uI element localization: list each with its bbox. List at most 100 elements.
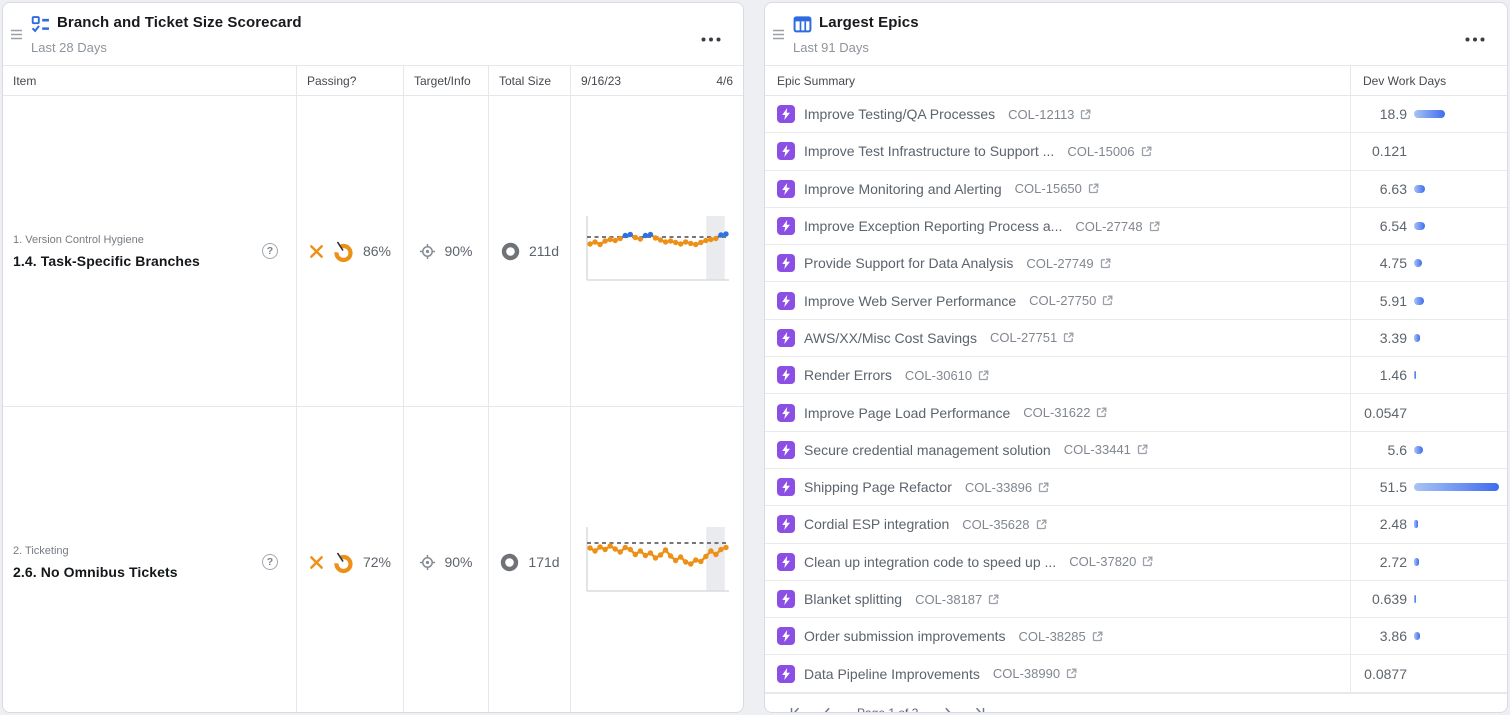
help-icon[interactable]: ?: [262, 554, 278, 570]
ticket-key: COL-38285: [1018, 628, 1086, 644]
scorecard-icon: [31, 15, 50, 39]
external-link-icon: [1088, 183, 1099, 194]
epic-row[interactable]: Improve Web Server Performance COL-27750…: [765, 282, 1507, 320]
epic-row[interactable]: Provide Support for Data Analysis COL-27…: [765, 245, 1507, 283]
value-bar: [1414, 296, 1424, 305]
next-page-button[interactable]: [932, 700, 964, 712]
epic-title: Improve Test Infrastructure to Support .…: [804, 143, 1055, 160]
ticket-link[interactable]: COL-15650: [1015, 181, 1100, 196]
first-page-button[interactable]: [779, 700, 811, 712]
ticket-link[interactable]: COL-38285: [1019, 629, 1104, 644]
more-menu-button[interactable]: [697, 25, 725, 51]
drag-handle-icon[interactable]: [10, 27, 23, 45]
epic-title: Shipping Page Refactor: [804, 479, 952, 496]
epic-row[interactable]: Improve Page Load Performance COL-31622 …: [765, 394, 1507, 432]
dev-work-days-cell: 0.639: [1350, 580, 1507, 618]
epics-title: Largest Epics: [819, 14, 919, 31]
ticket-link[interactable]: COL-15006: [1067, 144, 1152, 159]
epic-summary-cell: AWS/XX/Misc Cost Savings COL-27751: [765, 320, 1350, 356]
epic-summary-cell: Improve Exception Reporting Process a...…: [765, 208, 1350, 244]
dev-work-days-value: 3.39: [1379, 329, 1407, 346]
epic-summary-cell: Render Errors COL-30610: [765, 357, 1350, 393]
epic-row[interactable]: Improve Exception Reporting Process a...…: [765, 207, 1507, 246]
item-cell: 1. Version Control Hygiene 1.4. Task-Spe…: [3, 96, 296, 406]
ticket-link[interactable]: COL-35628: [962, 517, 1047, 532]
ticket-key: COL-15650: [1014, 181, 1082, 197]
passing-percent: 72%: [362, 554, 392, 570]
ticket-link[interactable]: COL-12113: [1008, 107, 1092, 122]
epic-row[interactable]: Order submission improvements COL-38285 …: [765, 618, 1507, 656]
epic-row[interactable]: Improve Test Infrastructure to Support .…: [765, 133, 1507, 171]
ticket-key: COL-33896: [964, 479, 1033, 495]
sparkline-cell: [570, 407, 743, 712]
last-page-button[interactable]: [964, 700, 996, 712]
drag-handle-icon[interactable]: [772, 27, 785, 45]
dev-work-days-value: 6.63: [1379, 180, 1407, 197]
scorecard-table-header: Item Passing? Target/Info Total Size 9/1…: [3, 66, 743, 96]
value-bar: [1414, 557, 1419, 566]
scorecard-row: 2. Ticketing 2.6. No Omnibus Tickets ? 7…: [3, 407, 743, 712]
ticket-link[interactable]: COL-27751: [990, 330, 1075, 345]
dev-work-days-value: 0.639: [1371, 591, 1407, 607]
largest-epics-widget: Largest Epics Last 91 Days Epic Summary …: [764, 2, 1508, 713]
epics-header: Largest Epics Last 91 Days: [765, 3, 1507, 66]
epic-title: Data Pipeline Improvements: [804, 665, 980, 682]
prev-page-button[interactable]: [811, 700, 843, 712]
ticket-link[interactable]: COL-30610: [905, 368, 990, 383]
epic-row[interactable]: Data Pipeline Improvements COL-38990 0.0…: [765, 655, 1507, 693]
epic-row[interactable]: Clean up integration code to speed up ..…: [765, 543, 1507, 581]
col-date-range: 9/16/23 4/6: [570, 66, 743, 95]
ticket-key: COL-33441: [1063, 442, 1131, 458]
ticket-link[interactable]: COL-33896: [965, 480, 1050, 495]
epic-row[interactable]: AWS/XX/Misc Cost Savings COL-27751 3.39: [765, 319, 1507, 358]
scorecard-title: Branch and Ticket Size Scorecard: [57, 14, 302, 31]
external-link-icon: [1081, 109, 1091, 119]
epic-title: AWS/XX/Misc Cost Savings: [804, 329, 977, 346]
epic-row[interactable]: Render Errors COL-30610 1.46: [765, 357, 1507, 395]
dev-work-days-value: 2.48: [1379, 516, 1407, 533]
dev-work-days-cell: 0.121: [1350, 133, 1507, 170]
page-indicator: Page 1 of 3: [857, 705, 919, 713]
dev-work-days-cell: 3.39: [1350, 319, 1507, 357]
total-size-value: 211d: [528, 243, 560, 259]
epic-summary-cell: Cordial ESP integration COL-35628: [765, 506, 1350, 542]
ticket-link[interactable]: COL-33441: [1064, 442, 1149, 457]
external-link-icon: [1066, 668, 1077, 679]
ticket-link[interactable]: COL-38990: [993, 666, 1078, 681]
epic-row[interactable]: Improve Monitoring and Alerting COL-1565…: [765, 170, 1507, 208]
ticket-key: COL-27749: [1026, 255, 1094, 271]
ticket-link[interactable]: COL-31622: [1023, 405, 1108, 420]
value-bar: [1414, 520, 1419, 529]
value-bar: [1414, 184, 1425, 193]
epic-summary-cell: Clean up integration code to speed up ..…: [765, 544, 1350, 580]
col-item: Item: [13, 73, 37, 88]
ticket-key: COL-12113: [1008, 106, 1075, 122]
epic-title: Improve Web Server Performance: [804, 292, 1017, 309]
epic-icon: [777, 627, 795, 646]
ticket-link[interactable]: COL-37820: [1069, 554, 1154, 569]
ticket-link[interactable]: COL-27749: [1026, 256, 1111, 271]
epic-row[interactable]: Blanket splitting COL-38187 0.639: [765, 580, 1507, 619]
epic-icon: [777, 440, 795, 459]
epic-row[interactable]: Shipping Page Refactor COL-33896 51.5: [765, 468, 1507, 507]
value-bar: [1414, 371, 1417, 380]
epic-row[interactable]: Improve Testing/QA Processes COL-12113 1…: [765, 96, 1507, 134]
item-cell: 2. Ticketing 2.6. No Omnibus Tickets ?: [3, 407, 296, 712]
ticket-link[interactable]: COL-27750: [1029, 293, 1114, 308]
dev-work-days-value: 0.0877: [1364, 665, 1407, 682]
epic-row[interactable]: Secure credential management solution CO…: [765, 431, 1507, 469]
more-menu-button[interactable]: [1461, 25, 1489, 51]
dev-work-days-value: 51.5: [1379, 479, 1407, 496]
col-epic-summary: Epic Summary: [777, 73, 856, 88]
ticket-key: COL-30610: [904, 367, 973, 383]
dev-work-days-cell: 18.9: [1350, 96, 1507, 133]
help-icon[interactable]: ?: [262, 243, 278, 259]
dev-work-days-value: 5.6: [1387, 441, 1407, 458]
epic-row[interactable]: Cordial ESP integration COL-35628 2.48: [765, 506, 1507, 544]
size-ring-icon: [501, 553, 519, 571]
scorecard-subtitle: Last 28 Days: [31, 40, 107, 55]
epic-icon: [777, 403, 795, 422]
ticket-key: COL-37820: [1069, 554, 1137, 570]
ticket-link[interactable]: COL-38187: [915, 592, 1000, 607]
ticket-link[interactable]: COL-27748: [1075, 219, 1160, 234]
